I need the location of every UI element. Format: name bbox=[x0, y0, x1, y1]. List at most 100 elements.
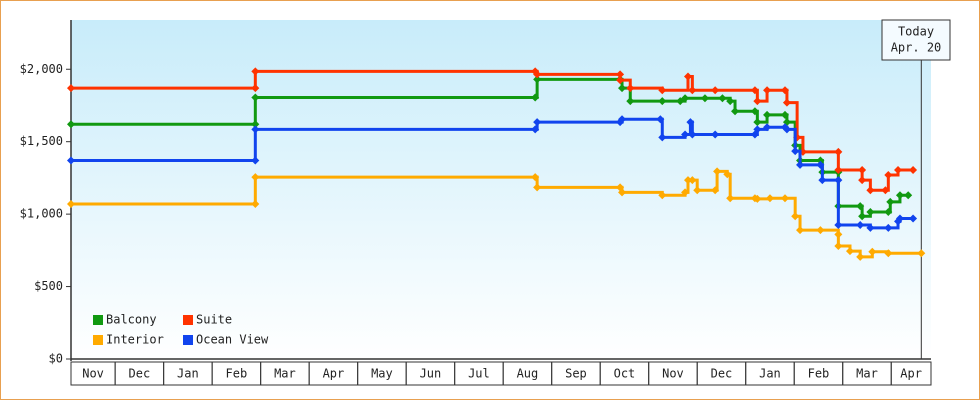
point bbox=[618, 188, 627, 197]
point bbox=[251, 173, 260, 182]
legend-label: Ocean View bbox=[196, 333, 269, 347]
point bbox=[618, 84, 627, 93]
point bbox=[866, 223, 875, 232]
point bbox=[753, 118, 762, 127]
point bbox=[251, 125, 260, 134]
point bbox=[763, 86, 772, 95]
point bbox=[531, 173, 540, 182]
x-tick-label: Feb bbox=[808, 367, 830, 381]
point bbox=[251, 93, 260, 102]
legend-label: Suite bbox=[196, 313, 232, 327]
point bbox=[251, 84, 260, 93]
point bbox=[763, 123, 772, 132]
point bbox=[658, 191, 667, 200]
point bbox=[816, 226, 825, 235]
point bbox=[856, 252, 865, 261]
point bbox=[858, 176, 867, 185]
point bbox=[616, 70, 625, 79]
point bbox=[780, 194, 789, 203]
point bbox=[533, 118, 542, 127]
y-tick-label: $500 bbox=[34, 279, 63, 293]
point bbox=[681, 188, 690, 197]
point bbox=[834, 165, 843, 174]
point bbox=[251, 156, 260, 165]
today-label: Apr. 20 bbox=[891, 41, 942, 55]
point bbox=[700, 94, 709, 103]
point bbox=[711, 186, 720, 195]
legend-swatch bbox=[93, 335, 103, 345]
point bbox=[816, 160, 825, 169]
point bbox=[884, 223, 893, 232]
point bbox=[909, 165, 918, 174]
point bbox=[856, 202, 865, 211]
point bbox=[753, 194, 762, 203]
x-tick-label: Dec bbox=[129, 367, 151, 381]
point bbox=[894, 165, 903, 174]
point bbox=[881, 186, 890, 195]
point bbox=[683, 72, 692, 81]
x-tick-label: Jun bbox=[420, 367, 442, 381]
point bbox=[816, 156, 825, 165]
point bbox=[904, 191, 913, 200]
point bbox=[782, 98, 791, 107]
point bbox=[731, 107, 740, 116]
x-tick-label: Nov bbox=[82, 367, 104, 381]
x-tick-label: Jan bbox=[759, 367, 781, 381]
point bbox=[834, 220, 843, 229]
point bbox=[726, 194, 735, 203]
point bbox=[834, 230, 843, 239]
point bbox=[67, 120, 75, 129]
point bbox=[531, 93, 540, 102]
point bbox=[626, 84, 635, 93]
point bbox=[718, 94, 727, 103]
x-tick-label: Aug bbox=[517, 367, 539, 381]
point bbox=[858, 212, 867, 221]
point bbox=[796, 160, 805, 169]
point bbox=[67, 84, 75, 93]
point bbox=[67, 156, 75, 165]
point bbox=[750, 107, 759, 116]
point bbox=[763, 110, 772, 119]
y-tick-label: $1,000 bbox=[20, 207, 63, 221]
month-box bbox=[890, 361, 932, 386]
point bbox=[681, 130, 690, 139]
point bbox=[713, 167, 722, 176]
point bbox=[711, 86, 720, 95]
point bbox=[845, 247, 854, 256]
point bbox=[780, 86, 789, 95]
point bbox=[681, 94, 690, 103]
point bbox=[693, 186, 702, 195]
x-tick-label: Sep bbox=[565, 367, 587, 381]
point bbox=[658, 86, 667, 95]
point bbox=[818, 176, 827, 185]
y-tick-label: $2,000 bbox=[20, 62, 63, 76]
point bbox=[917, 249, 926, 258]
point bbox=[251, 199, 260, 208]
x-tick-label: Apr bbox=[323, 367, 345, 381]
point bbox=[658, 97, 667, 106]
legend-swatch bbox=[183, 335, 193, 345]
point bbox=[868, 247, 877, 256]
x-tick-label: May bbox=[371, 367, 393, 381]
x-tick-label: Jan bbox=[177, 367, 199, 381]
point bbox=[683, 176, 692, 185]
point bbox=[533, 70, 542, 79]
point bbox=[780, 110, 789, 119]
legend-swatch bbox=[93, 315, 103, 325]
y-tick-label: $0 bbox=[49, 352, 63, 366]
point bbox=[884, 171, 893, 180]
plot-area bbox=[71, 20, 931, 359]
point bbox=[711, 130, 720, 139]
x-tick-label: Mar bbox=[856, 367, 878, 381]
x-tick-label: Feb bbox=[226, 367, 248, 381]
point bbox=[726, 97, 735, 106]
point bbox=[834, 147, 843, 156]
point bbox=[782, 125, 791, 134]
point bbox=[791, 212, 800, 221]
point bbox=[658, 133, 667, 142]
point bbox=[866, 186, 875, 195]
point bbox=[688, 176, 697, 185]
point bbox=[791, 147, 800, 156]
legend-swatch bbox=[183, 315, 193, 325]
